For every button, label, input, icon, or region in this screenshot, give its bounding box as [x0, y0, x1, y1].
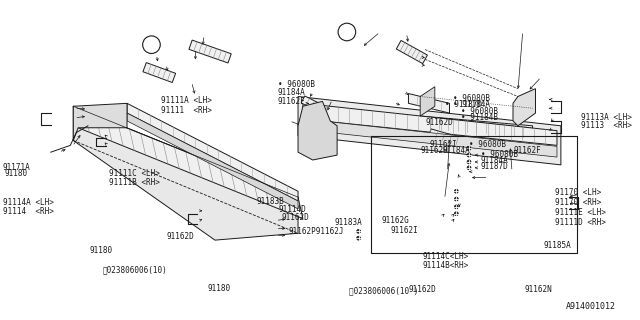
- Polygon shape: [74, 106, 303, 219]
- Text: • 91187D: • 91187D: [445, 100, 482, 109]
- Text: ⓝ023806006(10): ⓝ023806006(10): [102, 265, 167, 274]
- Polygon shape: [303, 119, 557, 157]
- Text: 91170 <LH>: 91170 <LH>: [555, 188, 601, 197]
- Polygon shape: [127, 103, 298, 201]
- Text: 91111C <LH>: 91111C <LH>: [109, 169, 160, 178]
- Text: 91180: 91180: [5, 169, 28, 178]
- Polygon shape: [513, 89, 536, 126]
- Text: 91162N: 91162N: [525, 285, 552, 294]
- Text: 91170 <RH>: 91170 <RH>: [555, 197, 601, 206]
- Polygon shape: [74, 103, 127, 140]
- Circle shape: [454, 189, 458, 193]
- Text: 91162H: 91162H: [420, 146, 448, 155]
- Text: 91114A <LH>: 91114A <LH>: [3, 197, 54, 206]
- Text: 91184A: 91184A: [278, 88, 305, 97]
- Text: 91162I: 91162I: [391, 226, 419, 235]
- Polygon shape: [298, 97, 561, 165]
- Text: 91180: 91180: [207, 284, 230, 292]
- Polygon shape: [127, 113, 298, 209]
- Circle shape: [467, 160, 471, 164]
- Text: 91183A: 91183A: [334, 218, 362, 227]
- Text: 91183B: 91183B: [256, 196, 284, 205]
- Polygon shape: [396, 40, 428, 64]
- Text: 91185A: 91185A: [543, 241, 571, 250]
- Text: 91180: 91180: [90, 246, 113, 255]
- Text: 91162D: 91162D: [425, 118, 453, 127]
- Text: 91111E <LH>: 91111E <LH>: [555, 208, 606, 217]
- Text: 91162G: 91162G: [381, 216, 409, 225]
- Text: 91162D: 91162D: [166, 232, 194, 241]
- Text: • 91184A: • 91184A: [453, 100, 490, 109]
- Text: 91113  <RH>: 91113 <RH>: [581, 121, 632, 130]
- Polygon shape: [303, 103, 557, 145]
- Circle shape: [454, 205, 458, 209]
- Circle shape: [356, 236, 360, 240]
- Polygon shape: [301, 96, 324, 113]
- Polygon shape: [143, 63, 175, 83]
- Polygon shape: [74, 106, 298, 240]
- Polygon shape: [429, 129, 465, 146]
- Text: 91171A: 91171A: [3, 163, 31, 172]
- Text: 91184A: 91184A: [481, 156, 509, 164]
- Text: 91162I: 91162I: [430, 140, 458, 149]
- Text: 91113A <LH>: 91113A <LH>: [581, 113, 632, 122]
- Text: • 91184B: • 91184B: [461, 114, 498, 123]
- Polygon shape: [189, 40, 231, 63]
- Text: 91162F: 91162F: [514, 146, 541, 155]
- Text: 91184A: 91184A: [443, 146, 470, 155]
- Polygon shape: [408, 93, 449, 113]
- Circle shape: [454, 212, 458, 216]
- Text: 91114C<LH>: 91114C<LH>: [422, 252, 468, 261]
- Circle shape: [467, 146, 471, 150]
- Text: 91111A <LH>: 91111A <LH>: [161, 96, 212, 105]
- Circle shape: [467, 166, 471, 170]
- Text: • 96080B: • 96080B: [453, 94, 490, 103]
- Circle shape: [356, 229, 360, 233]
- Text: ⓝ023806006(10 ): ⓝ023806006(10 ): [349, 286, 418, 295]
- Text: • 96080B: • 96080B: [278, 80, 314, 89]
- Text: • 96080B: • 96080B: [481, 150, 518, 159]
- Polygon shape: [298, 101, 337, 160]
- Text: 91111  <RH>: 91111 <RH>: [161, 106, 212, 115]
- Circle shape: [467, 153, 471, 157]
- Text: A914001012: A914001012: [566, 302, 616, 311]
- Text: • 96080B: • 96080B: [469, 140, 506, 149]
- Text: 91162D: 91162D: [282, 213, 309, 222]
- Text: 91187D: 91187D: [481, 162, 509, 171]
- Text: 91111D <RH>: 91111D <RH>: [555, 218, 606, 227]
- Circle shape: [454, 197, 458, 201]
- Text: 91114D: 91114D: [278, 205, 306, 214]
- Text: • 96080B: • 96080B: [461, 107, 498, 116]
- Text: 91114  <RH>: 91114 <RH>: [3, 207, 54, 216]
- Text: 91111B <RH>: 91111B <RH>: [109, 178, 160, 187]
- Polygon shape: [420, 116, 532, 138]
- Text: 91114B<RH>: 91114B<RH>: [422, 261, 468, 270]
- Text: 91162D: 91162D: [408, 285, 436, 294]
- Polygon shape: [420, 87, 435, 116]
- Text: 91162F: 91162F: [278, 97, 305, 106]
- Text: 91162P91162J: 91162P91162J: [288, 227, 344, 236]
